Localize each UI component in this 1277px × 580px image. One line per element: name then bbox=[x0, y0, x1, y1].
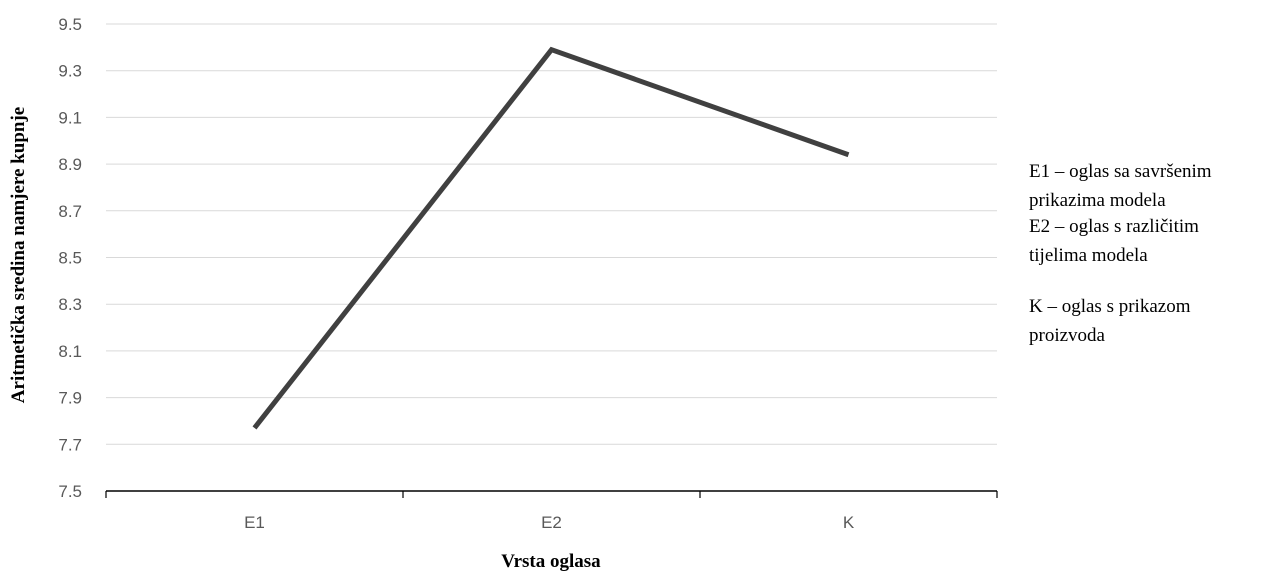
y-tick-label: 9.5 bbox=[58, 15, 82, 34]
category-note-line: K – oglas s prikazom bbox=[1029, 296, 1191, 317]
category-notes: E1 – oglas sa savršenim prikazima modela E… bbox=[1029, 161, 1212, 346]
series bbox=[252, 46, 850, 430]
y-tick-label: 8.5 bbox=[58, 249, 82, 268]
x-tick-label: K bbox=[843, 513, 855, 532]
x-tick-labels: E1 E2 K bbox=[244, 513, 855, 532]
x-axis-title: Vrsta oglasa bbox=[501, 551, 601, 572]
y-tick-label: 7.9 bbox=[58, 389, 82, 408]
y-tick-labels: 7.5 7.7 7.9 8.1 8.3 8.5 8.7 8.9 9.1 9.3 9.5 bbox=[58, 15, 82, 501]
y-tick-label: 7.5 bbox=[58, 482, 82, 501]
x-tick-label: E1 bbox=[244, 513, 265, 532]
y-tick-label: 9.1 bbox=[58, 108, 82, 127]
y-tick-label: 8.3 bbox=[58, 295, 82, 314]
y-tick-label: 8.7 bbox=[58, 202, 82, 221]
y-axis-title: Aritmetička sredina namjere kupnje bbox=[8, 107, 29, 403]
category-note-line: tijelima modela bbox=[1029, 245, 1148, 266]
series-line bbox=[252, 46, 850, 430]
category-note-line: E1 – oglas sa savršenim bbox=[1029, 161, 1212, 182]
gridlines bbox=[106, 23, 997, 445]
y-tick-label: 7.7 bbox=[58, 435, 82, 454]
x-tick-label: E2 bbox=[541, 513, 562, 532]
y-tick-label: 8.9 bbox=[58, 155, 82, 174]
category-note-line: E2 – oglas s različitim bbox=[1029, 216, 1199, 237]
category-note-line: proizvoda bbox=[1029, 325, 1106, 346]
axes bbox=[105, 490, 998, 498]
y-tick-label: 8.1 bbox=[58, 342, 82, 361]
category-note-line: prikazima modela bbox=[1029, 190, 1166, 211]
y-tick-label: 9.3 bbox=[58, 62, 82, 81]
